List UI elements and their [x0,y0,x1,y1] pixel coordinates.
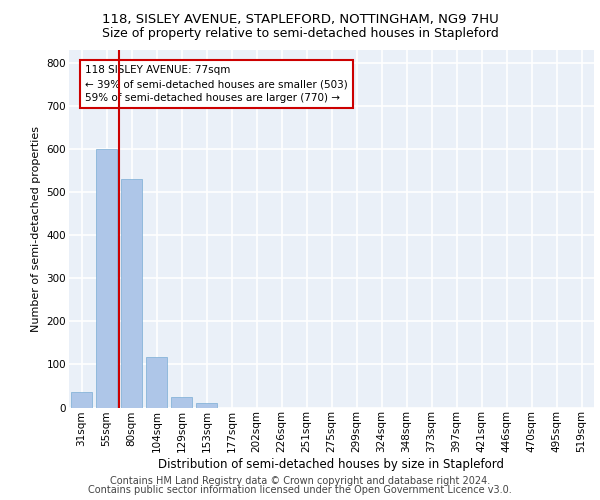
Text: Contains HM Land Registry data © Crown copyright and database right 2024.: Contains HM Land Registry data © Crown c… [110,476,490,486]
Bar [121,179,142,408]
Bar [71,392,92,407]
Bar [96,149,117,407]
Bar [171,396,192,407]
Text: Contains public sector information licensed under the Open Government Licence v3: Contains public sector information licen… [88,485,512,495]
Bar [146,356,167,408]
Text: Size of property relative to semi-detached houses in Stapleford: Size of property relative to semi-detach… [101,28,499,40]
Text: 118, SISLEY AVENUE, STAPLEFORD, NOTTINGHAM, NG9 7HU: 118, SISLEY AVENUE, STAPLEFORD, NOTTINGH… [101,12,499,26]
Text: 118 SISLEY AVENUE: 77sqm
← 39% of semi-detached houses are smaller (503)
59% of : 118 SISLEY AVENUE: 77sqm ← 39% of semi-d… [85,65,348,103]
Y-axis label: Number of semi-detached properties: Number of semi-detached properties [31,126,41,332]
X-axis label: Distribution of semi-detached houses by size in Stapleford: Distribution of semi-detached houses by … [158,458,505,471]
Bar [196,403,217,407]
